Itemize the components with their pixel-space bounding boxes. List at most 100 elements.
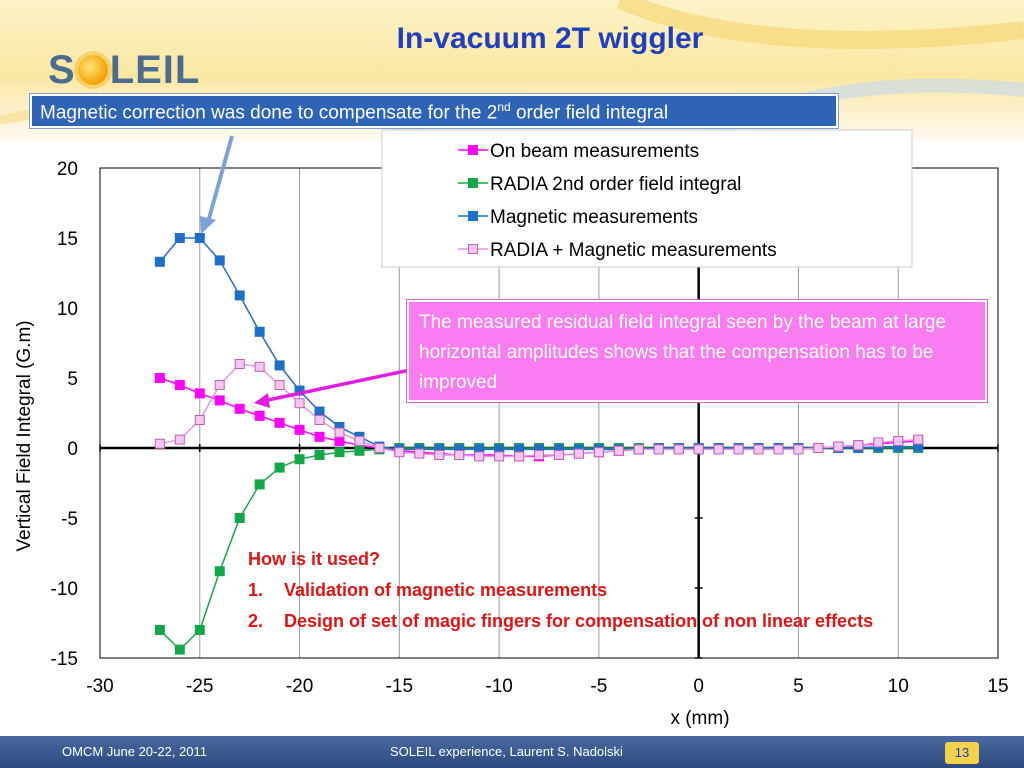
data-point [474, 451, 485, 462]
data-point [693, 444, 704, 455]
data-point [334, 427, 345, 438]
data-point [653, 444, 664, 455]
x-tick-label: 0 [693, 676, 704, 697]
x-tick-label: -30 [86, 676, 113, 697]
data-point [793, 444, 804, 455]
data-point [553, 450, 564, 460]
data-point [534, 450, 545, 460]
y-tick-label: -10 [51, 579, 78, 600]
data-point [294, 454, 305, 465]
banner-text-sup: nd [497, 100, 511, 114]
y-tick-label: 5 [67, 369, 78, 390]
data-point [254, 479, 265, 490]
y-tick-label: -5 [61, 509, 78, 530]
data-point [314, 415, 325, 425]
data-point [294, 424, 305, 435]
legend-marker [468, 145, 478, 155]
data-point [414, 448, 425, 459]
data-point [314, 406, 325, 417]
data-point [334, 436, 345, 446]
legend-entry: RADIA + Magnetic measurements [490, 240, 777, 261]
data-point [234, 290, 245, 301]
data-point [174, 380, 185, 390]
y-tick-label: 0 [67, 439, 78, 460]
data-point [434, 450, 445, 460]
y-tick-label: 15 [57, 229, 78, 250]
data-point [274, 360, 285, 371]
data-point [673, 444, 684, 455]
legend-entry: RADIA 2nd order field integral [490, 174, 741, 195]
magenta-arrow [267, 368, 411, 402]
data-point [514, 451, 525, 462]
data-point [733, 444, 744, 455]
usage-note-item-2: 2. Design of set of magic fingers for com… [248, 606, 873, 637]
legend-marker [468, 211, 478, 221]
data-point [194, 388, 205, 399]
item-text: Validation of magnetic measurements [284, 580, 608, 600]
data-point [234, 513, 245, 523]
legend-marker [468, 178, 478, 188]
data-point [593, 447, 604, 458]
chart-series [154, 233, 924, 655]
data-point [613, 445, 624, 456]
usage-note-item-1: 1. Validation of magnetic measurements [248, 575, 873, 606]
usage-note-heading: How is it used? [248, 549, 381, 569]
data-point [174, 233, 185, 243]
item-number: 2. [248, 611, 264, 631]
banner-text-pre: Magnetic correction was done to compensa… [40, 102, 498, 124]
slide-footer: OMCM June 20-22, 2011 SOLEIL experience,… [0, 736, 1024, 768]
usage-note: How is it used? 1. Validation of magnetic… [248, 544, 873, 637]
data-point [314, 431, 325, 442]
data-point [254, 410, 265, 421]
data-point [913, 434, 924, 445]
data-point [633, 444, 644, 455]
data-point [713, 444, 724, 455]
blue-arrow [206, 135, 234, 223]
data-point [174, 434, 185, 445]
data-point [154, 438, 165, 449]
data-point [214, 255, 225, 266]
x-tick-label: -5 [590, 676, 607, 697]
footer-event: OMCM June 20-22, 2011 [62, 744, 207, 759]
sun-icon [77, 55, 108, 85]
data-point [174, 644, 185, 655]
data-point [813, 443, 824, 453]
data-point [154, 625, 165, 635]
data-point [194, 625, 205, 635]
callout-note: The measured residual field integral see… [406, 299, 988, 403]
data-point [394, 447, 405, 458]
x-tick-label: -25 [186, 676, 213, 697]
data-point [274, 462, 285, 473]
logo-text-right: LEIL [109, 47, 201, 92]
x-tick-label: 5 [793, 676, 804, 697]
blue-arrowhead [200, 216, 216, 234]
data-point [573, 448, 584, 459]
x-tick-label: -15 [386, 676, 413, 697]
slide-title: In-vacuum 2T wiggler [396, 22, 704, 55]
x-tick-label: -10 [485, 676, 512, 697]
x-axis-label: x (mm) [670, 708, 729, 729]
data-point [194, 415, 205, 425]
y-tick-label: 20 [57, 159, 78, 180]
data-point [354, 445, 365, 456]
data-point [853, 440, 864, 451]
data-point [234, 403, 245, 414]
x-tick-label: 15 [987, 676, 1008, 697]
item-number: 1. [248, 580, 264, 600]
data-point [254, 361, 265, 372]
data-point [873, 437, 884, 448]
data-point [214, 380, 225, 390]
data-point [154, 256, 165, 267]
data-point [893, 436, 904, 446]
data-point [194, 233, 205, 243]
data-point [454, 450, 465, 460]
item-text: Design of set of magic fingers for compe… [284, 611, 874, 631]
soleil-logo: S LEIL [48, 48, 200, 92]
data-point [294, 398, 305, 409]
series-4 [154, 359, 924, 462]
data-point [214, 395, 225, 406]
legend-entry: On beam measurements [490, 141, 699, 162]
x-tick-label: -20 [286, 676, 313, 697]
data-point [753, 444, 764, 455]
